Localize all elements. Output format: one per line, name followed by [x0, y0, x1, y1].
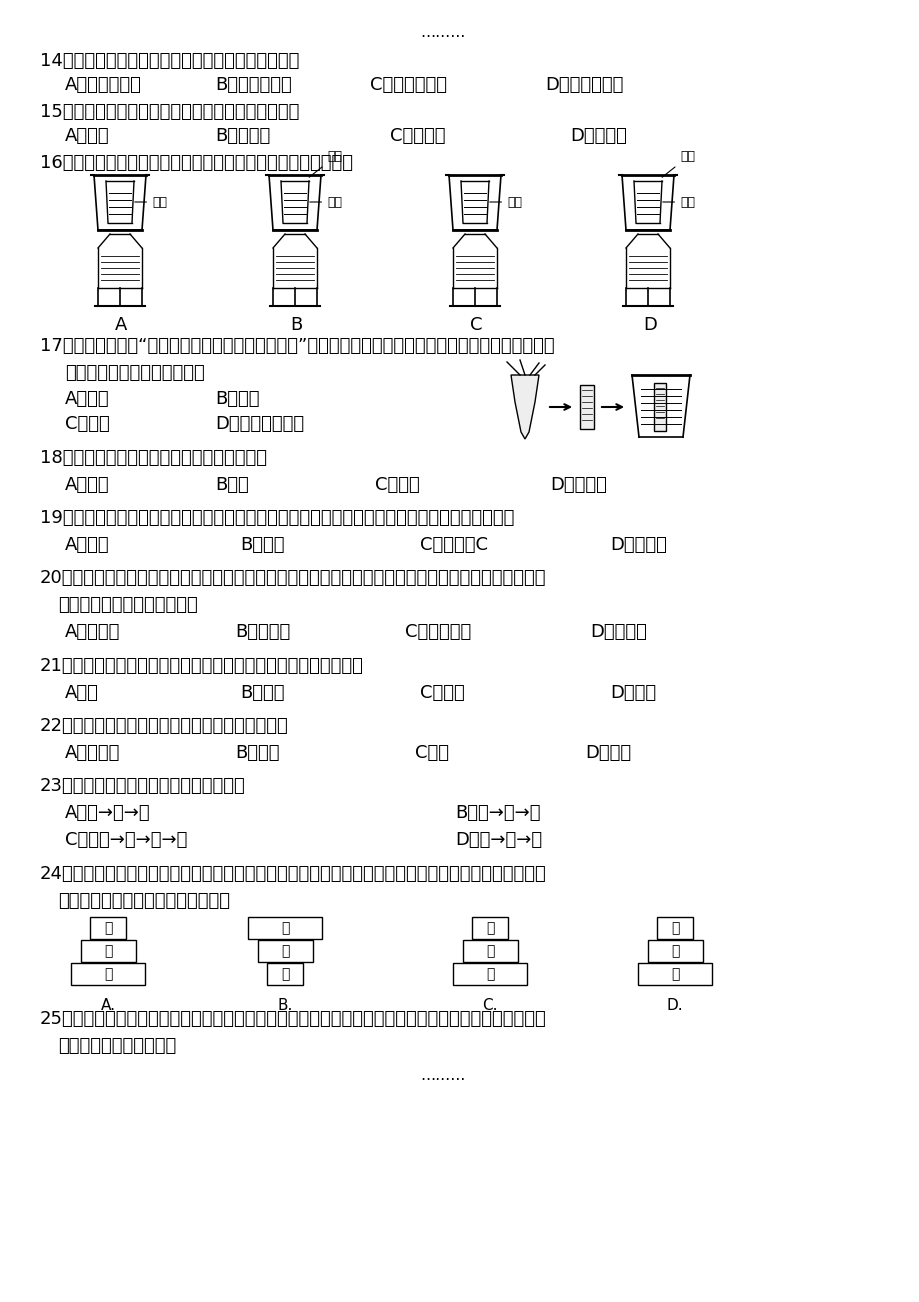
Bar: [267, 963, 302, 986]
Text: 这些热量是来自种子的：: 这些热量是来自种子的：: [58, 1036, 176, 1055]
Text: C．变短: C．变短: [65, 415, 109, 434]
Text: D．淀粉: D．淀粉: [584, 743, 630, 762]
Text: D．口腔: D．口腔: [609, 684, 655, 702]
Bar: [462, 940, 517, 962]
Text: 兔: 兔: [104, 944, 112, 958]
Text: B．不变: B．不变: [215, 391, 259, 408]
Text: C．脂肪: C．脂肪: [375, 477, 419, 493]
Text: 14．在植物的生长过程中，需要量最多的无机盐是：: 14．在植物的生长过程中，需要量最多的无机盐是：: [40, 52, 299, 70]
Bar: [647, 940, 702, 962]
Bar: [637, 963, 711, 986]
Text: C: C: [470, 316, 482, 335]
Text: 草: 草: [104, 967, 112, 980]
Text: 兔: 兔: [670, 944, 678, 958]
Text: 23．下列各项中，表示一条食物链的是：: 23．下列各项中，表示一条食物链的是：: [40, 777, 245, 796]
Text: A: A: [115, 316, 127, 335]
Text: C．小肠: C．小肠: [420, 684, 464, 702]
Text: 清水: 清水: [309, 151, 342, 177]
Text: D．煎鸡蛋: D．煎鸡蛋: [589, 622, 646, 641]
Text: D．氮、磷、钾: D．氮、磷、钾: [544, 76, 623, 94]
Text: 酒精: 酒精: [134, 195, 167, 208]
Text: ………: ………: [420, 1068, 465, 1083]
Text: B．锰、铁、氮: B．锰、铁、氮: [215, 76, 291, 94]
Text: 充一种食物使其营养更合理：: 充一种食物使其营养更合理：: [58, 596, 198, 615]
Text: A．变长: A．变长: [65, 391, 109, 408]
Text: 16．下列实验装置中，能迅速、安全地使叶片的绿色褪去的是：: 16．下列实验装置中，能迅速、安全地使叶片的绿色褪去的是：: [40, 154, 353, 172]
Bar: [579, 385, 594, 428]
Text: A．蛋白质: A．蛋白质: [65, 743, 120, 762]
Text: A．炒青菜: A．炒青菜: [65, 622, 120, 641]
Bar: [653, 383, 665, 431]
Text: D．鼠→蛇→鹰: D．鼠→蛇→鹰: [455, 831, 541, 849]
Polygon shape: [510, 375, 539, 439]
Text: 狐: 狐: [485, 921, 494, 935]
Text: 物体内有害物质数量关系的图示是：: 物体内有害物质数量关系的图示是：: [58, 892, 230, 910]
Text: D．蛋白质: D．蛋白质: [550, 477, 607, 493]
Text: B: B: [289, 316, 302, 335]
Text: 狐: 狐: [104, 921, 112, 935]
Text: 21．在人的消化系统中，消化食物和吸收营养物质的主要器官是：: 21．在人的消化系统中，消化食物和吸收营养物质的主要器官是：: [40, 658, 364, 674]
Text: B．脂肪: B．脂肪: [234, 743, 279, 762]
Text: A．脂肪: A．脂肪: [65, 536, 109, 553]
Text: B.: B.: [277, 999, 292, 1013]
Text: 一段时间后，萝卜条长度将：: 一段时间后，萝卜条长度将：: [65, 365, 205, 381]
Text: C．维生素C: C．维生素C: [420, 536, 487, 553]
Text: 清水: 清水: [662, 195, 694, 208]
Bar: [471, 917, 507, 939]
Text: 兔: 兔: [485, 944, 494, 958]
Text: 19．小明同学一日三餐非鱼即肉，很少吃蔬菜水果，结果导致他的牙龈出血，原因是他体内缺乏：: 19．小明同学一日三餐非鱼即肉，很少吃蔬菜水果，结果导致他的牙龈出血，原因是他体…: [40, 509, 514, 527]
Text: 酒精: 酒精: [310, 195, 342, 208]
Text: 草: 草: [485, 967, 494, 980]
Text: 17．某学生在探究“外界溶液浓度对植物吸水的影响”时，将新鲜萝卜切条后放置于浓盐水中，如图所示。: 17．某学生在探究“外界溶液浓度对植物吸水的影响”时，将新鲜萝卜切条后放置于浓盐…: [40, 337, 554, 355]
Text: B．鱼汤面: B．鱼汤面: [234, 622, 289, 641]
Text: 酒精: 酒精: [662, 151, 694, 177]
Text: D．成熟区: D．成熟区: [570, 128, 626, 145]
Text: 草: 草: [280, 921, 289, 935]
Text: C．五香牛肉: C．五香牛肉: [404, 622, 471, 641]
Text: D．先变长后变短: D．先变长后变短: [215, 415, 304, 434]
Text: 清水: 清水: [489, 195, 521, 208]
Text: 24．在生态系统中，一些有害物质如铅、汞等会通过食物链不断积累，下列各项中能够表示某食物链中生: 24．在生态系统中，一些有害物质如铅、汞等会通过食物链不断积累，下列各项中能够表…: [40, 865, 546, 883]
Bar: [90, 917, 126, 939]
Text: 25．又到收获的季节，农民伯伯最担心的就是没有好天气，因为如果麦子被雨淋了就会发热，甚至发芽，: 25．又到收获的季节，农民伯伯最担心的就是没有好天气，因为如果麦子被雨淋了就会发…: [40, 1010, 546, 1029]
Bar: [248, 917, 322, 939]
Bar: [257, 940, 312, 962]
Text: 22．下列物质不需要经过消化可直接被吸收的是：: 22．下列物质不需要经过消化可直接被吸收的是：: [40, 717, 289, 736]
Text: C.: C.: [482, 999, 497, 1013]
Text: B．大肠: B．大肠: [240, 684, 284, 702]
Text: 兔: 兔: [280, 944, 289, 958]
Text: 18．下列物质中，能在纸张上留下油斑的是：: 18．下列物质中，能在纸张上留下油斑的是：: [40, 449, 267, 467]
Text: ………: ………: [420, 25, 465, 40]
Bar: [81, 940, 136, 962]
Text: C．水: C．水: [414, 743, 448, 762]
Text: 20．某家长为临近学业考试的孩子设计了一份晚餐食谱：米饭、炒猪肝、清蒸鲫鱼。为了均衡膳食，请补: 20．某家长为临近学业考试的孩子设计了一份晚餐食谱：米饭、炒猪肝、清蒸鲫鱼。为了…: [40, 569, 546, 587]
Text: C．氮、磷、钙: C．氮、磷、钙: [369, 76, 447, 94]
Text: D．蛋白质: D．蛋白质: [609, 536, 666, 553]
Text: B．水: B．水: [215, 477, 248, 493]
Text: D.: D.: [666, 999, 683, 1013]
Bar: [71, 963, 145, 986]
Text: A．淀粉: A．淀粉: [65, 477, 109, 493]
Text: 狐: 狐: [670, 921, 678, 935]
Text: C．伸长区: C．伸长区: [390, 128, 445, 145]
Text: 草: 草: [670, 967, 678, 980]
Text: 15．植物根吸收水分和无机盐的主要部位是根尖的：: 15．植物根吸收水分和无机盐的主要部位是根尖的：: [40, 103, 299, 121]
Text: A．根冠: A．根冠: [65, 128, 109, 145]
Text: B．狐→兔→草: B．狐→兔→草: [455, 805, 540, 822]
Text: 狐: 狐: [280, 967, 289, 980]
Text: A.: A.: [100, 999, 116, 1013]
Bar: [452, 963, 527, 986]
Text: A．胃: A．胃: [65, 684, 98, 702]
Text: A．铁、锌、钙: A．铁、锌、钙: [65, 76, 142, 94]
Text: D: D: [642, 316, 656, 335]
Text: B．糖类: B．糖类: [240, 536, 284, 553]
Bar: [656, 917, 692, 939]
Text: B．分生区: B．分生区: [215, 128, 270, 145]
Text: C．阳光→草→鼠→狐: C．阳光→草→鼠→狐: [65, 831, 187, 849]
Text: A．草→鼠→鹰: A．草→鼠→鹰: [65, 805, 151, 822]
